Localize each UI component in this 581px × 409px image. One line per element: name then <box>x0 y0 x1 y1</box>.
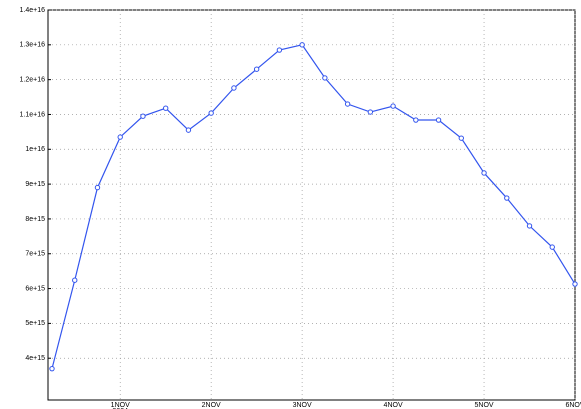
y-tick-label: 4e+15 <box>25 355 45 362</box>
y-tick-label: 1.1e+16 <box>20 111 46 118</box>
point <box>390 103 396 109</box>
point <box>481 170 487 176</box>
point <box>117 134 123 140</box>
y-tick-label: 8e+15 <box>25 216 45 223</box>
point <box>276 47 283 53</box>
y-tick-label: 5e+15 <box>25 320 45 327</box>
y-tick-label: 1.2e+16 <box>20 76 46 83</box>
point <box>504 195 510 201</box>
point <box>322 75 328 81</box>
year-label: 2004 <box>112 408 128 409</box>
point <box>72 277 78 283</box>
point <box>162 105 169 111</box>
point <box>367 109 374 115</box>
x-tick-label: 1NOV <box>111 402 130 409</box>
point <box>140 113 146 119</box>
point <box>344 101 351 107</box>
x-tick-label: 2NOV <box>202 402 221 409</box>
x-tick-label: 4NOV <box>384 402 403 409</box>
point <box>435 117 442 123</box>
point <box>526 223 533 229</box>
point <box>231 85 237 91</box>
point <box>185 127 192 133</box>
y-tick-label: 7e+15 <box>25 251 45 258</box>
point <box>458 135 465 141</box>
plot-frame <box>47 9 576 401</box>
x-tick-label: 6NOV <box>565 402 581 409</box>
y-tick-label: 9e+15 <box>25 181 45 188</box>
y-tick-label: 1.4e+16 <box>20 7 46 14</box>
point <box>572 281 578 287</box>
point <box>208 110 214 116</box>
y-tick-label: 1e+16 <box>25 146 45 153</box>
point <box>549 244 555 250</box>
point <box>49 365 55 372</box>
point <box>94 184 101 191</box>
y-tick-label: 1.3e+16 <box>20 42 46 49</box>
y-tick-label: 6e+15 <box>25 285 45 292</box>
line <box>51 44 576 369</box>
point <box>253 66 260 72</box>
point <box>413 117 419 123</box>
x-tick-label: 5NOV <box>475 402 494 409</box>
x-tick-label: 3NOV <box>293 402 312 409</box>
point <box>299 42 305 48</box>
